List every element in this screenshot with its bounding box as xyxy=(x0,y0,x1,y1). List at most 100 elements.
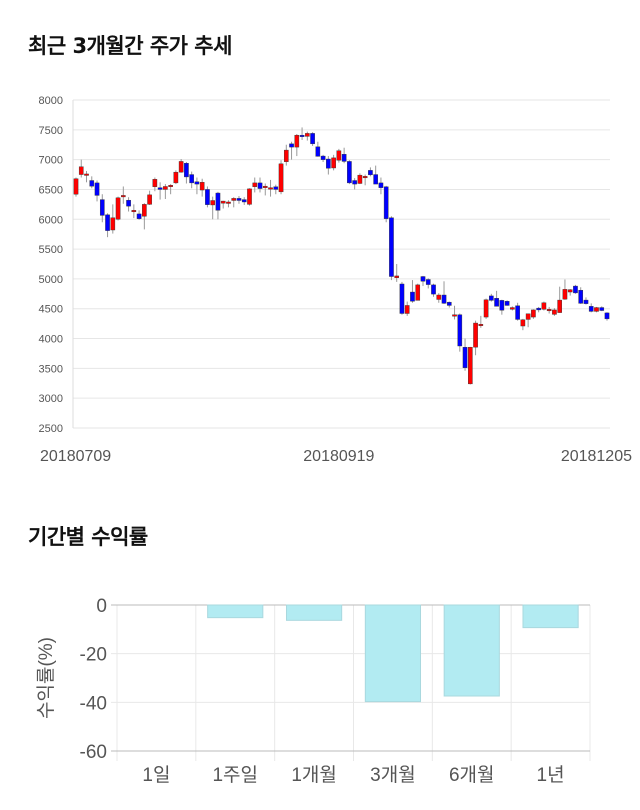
y-tick-label: 3500 xyxy=(39,363,63,375)
candle-body xyxy=(425,279,431,285)
candle-body xyxy=(347,161,352,184)
candle-body xyxy=(289,143,294,148)
y-tick-label: 2500 xyxy=(39,423,63,435)
y-tick-label: 7500 xyxy=(39,125,63,137)
y-tick-label: -20 xyxy=(80,645,107,666)
x-tick-label: 1주일 xyxy=(212,764,258,786)
candle-body xyxy=(184,163,189,178)
candle-body xyxy=(378,182,384,188)
y-tick-label: -60 xyxy=(80,742,107,763)
candle-body xyxy=(194,181,200,185)
candle-body xyxy=(131,210,137,213)
candle-body xyxy=(236,198,242,201)
candle-body xyxy=(362,176,368,179)
candle-body xyxy=(84,173,89,176)
candle-body xyxy=(294,134,300,148)
candle-body xyxy=(252,182,258,187)
y-tick-label: 8000 xyxy=(39,95,63,107)
candle-body xyxy=(431,284,436,295)
x-tick-label: 20180709 xyxy=(40,448,111,465)
candle-body xyxy=(341,154,347,162)
candle-body xyxy=(199,182,205,191)
candle-body xyxy=(231,198,237,201)
bar xyxy=(364,604,422,703)
price-trend-title: 최근 3개월간 주가 추세 xyxy=(28,34,232,58)
candle-body xyxy=(415,284,421,301)
candle-body xyxy=(578,290,584,304)
candle-body xyxy=(510,307,515,310)
candle-body xyxy=(604,312,610,320)
x-tick-label: 1년 xyxy=(537,764,565,786)
candle-body xyxy=(136,213,142,219)
candle-body xyxy=(557,299,562,313)
candle-body xyxy=(404,305,410,314)
x-tick-label: 20181205 xyxy=(561,448,632,465)
candle-body xyxy=(478,324,484,326)
candle-body xyxy=(273,186,279,190)
y-tick-label: 3000 xyxy=(39,393,63,405)
candle-body xyxy=(546,309,552,312)
candle-body xyxy=(299,134,305,137)
candle-body xyxy=(446,301,452,306)
candle-body xyxy=(99,199,105,216)
bar xyxy=(207,604,264,619)
candle-body xyxy=(110,217,116,231)
candle-body xyxy=(368,170,373,176)
x-tick-label: 3개월 xyxy=(370,764,416,786)
candle-body xyxy=(215,192,221,211)
candle-body xyxy=(73,178,79,195)
candle-body xyxy=(105,214,110,231)
candle-body xyxy=(257,182,263,189)
candle-body xyxy=(315,146,321,157)
candle-body xyxy=(173,171,179,184)
candle-body xyxy=(121,195,126,198)
candle-body xyxy=(441,294,447,304)
y-tick-label: 4500 xyxy=(39,304,63,316)
y-tick-label: 4000 xyxy=(39,334,63,346)
candle-body xyxy=(205,189,210,205)
bar xyxy=(285,604,343,621)
candle-body xyxy=(152,179,158,187)
candle-body xyxy=(468,346,473,385)
candle-body xyxy=(326,158,331,169)
x-tick-label: 1개월 xyxy=(291,764,337,786)
candle-body xyxy=(78,166,84,175)
candle-body xyxy=(573,285,578,294)
candle-body xyxy=(226,201,231,204)
candle-body xyxy=(599,307,605,311)
candle-body xyxy=(168,185,173,187)
candle-body xyxy=(268,187,273,190)
candle-body xyxy=(583,299,589,304)
y-tick-label: 0 xyxy=(96,596,107,617)
candle-body xyxy=(531,309,536,318)
candle-body xyxy=(357,174,363,184)
candle-body xyxy=(394,275,400,278)
bar xyxy=(443,604,500,697)
candle-body xyxy=(410,291,415,302)
candle-body xyxy=(147,194,152,205)
candle-body xyxy=(278,163,284,193)
candle-body xyxy=(373,174,378,185)
candle-body xyxy=(94,182,100,196)
candle-body xyxy=(305,133,310,137)
candle-body xyxy=(89,180,95,187)
candle-body xyxy=(126,199,131,207)
candle-body xyxy=(241,199,247,203)
period-return-title: 기간별 수익률 xyxy=(28,525,148,549)
candle-body xyxy=(247,188,252,205)
y-tick-label: 5500 xyxy=(39,244,63,256)
y-tick-label: 6000 xyxy=(39,214,63,226)
candle-body xyxy=(420,276,426,282)
candle-body xyxy=(352,180,357,185)
candle-body xyxy=(163,186,168,190)
candle-body xyxy=(389,217,394,277)
candle-body xyxy=(142,204,147,217)
candle-body xyxy=(452,314,457,317)
y-tick-label: 5000 xyxy=(39,274,63,286)
candlestick-chart: 2500 3000 3500 4000 4500 5000 5500 6000 6500 7000… xyxy=(39,95,633,465)
candle-body xyxy=(525,313,531,320)
y-axis-label: 수익률(%) xyxy=(35,637,57,719)
candle-body xyxy=(562,289,568,300)
candle-body xyxy=(310,133,315,145)
candle-body xyxy=(588,306,594,312)
